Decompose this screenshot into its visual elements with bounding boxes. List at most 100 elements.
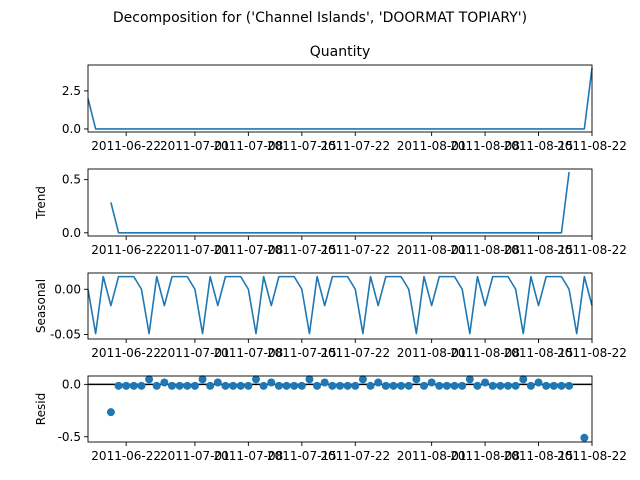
x-tick-label: 2011-08-08 (450, 346, 520, 360)
resid-point (565, 381, 574, 390)
resid-point (213, 378, 222, 387)
x-tick-label: 2011-08-08 (450, 139, 520, 153)
resid-point (236, 381, 245, 390)
x-tick-label: 2011-08-01 (397, 346, 467, 360)
resid-point (366, 381, 375, 390)
axes-frame (87, 168, 593, 237)
panel-1: Quantity0.02.52011-06-222011-07-012011-0… (62, 44, 627, 153)
panel-title: Quantity (310, 44, 371, 60)
resid-point (343, 381, 352, 390)
x-tick-label: 2011-07-15 (267, 346, 337, 360)
resid-point (557, 381, 566, 390)
resid-point (458, 381, 467, 390)
x-tick-label: 2011-07-22 (320, 139, 390, 153)
x-tick-label: 2011-08-15 (504, 243, 574, 257)
x-tick-label: 2011-06-22 (91, 139, 161, 153)
x-tick-label: 2011-07-22 (320, 449, 390, 463)
x-tick-label: 2011-07-08 (213, 346, 283, 360)
resid-point (168, 381, 176, 390)
x-tick-label: 2011-07-08 (213, 139, 283, 153)
resid-point (496, 381, 505, 390)
x-tick-label: 2011-08-01 (397, 449, 467, 463)
resid-point (580, 433, 589, 442)
y-tick-label: -0.5 (58, 430, 81, 444)
resid-point (244, 381, 253, 390)
resid-point (389, 381, 398, 390)
resid-point (221, 381, 230, 390)
resid-point (473, 381, 482, 390)
panel-2: Trend 0.0 0.5 2011-06-222011-07-012011-07-0… (34, 168, 627, 257)
resid-point (122, 381, 131, 390)
resid-point (206, 381, 215, 390)
resid-point (313, 381, 322, 390)
axes-frame (87, 64, 593, 133)
resid-point (282, 381, 291, 390)
resid-point (114, 381, 123, 390)
x-tick-label: 2011-06-22 (91, 449, 161, 463)
x-tick-label: 2011-07-22 (320, 243, 390, 257)
resid-point (267, 378, 276, 387)
x-tick-label: 2011-07-01 (160, 243, 230, 257)
resid-point (358, 375, 367, 384)
resid-point (183, 381, 192, 390)
y-axis-label: Resid (34, 393, 48, 425)
resid-point (435, 381, 444, 390)
resid-point (198, 375, 207, 384)
resid-point (504, 381, 512, 390)
resid-point (274, 381, 283, 390)
x-tick-label: 2011-08-22 (557, 243, 627, 257)
resid-point (252, 375, 260, 384)
x-tick-label: 2011-08-15 (504, 139, 574, 153)
resid-point (152, 381, 161, 390)
x-tick-label: 2011-07-08 (213, 243, 283, 257)
resid-point (297, 381, 306, 390)
y-tick-label: -0.05 (50, 327, 81, 341)
resid-point (412, 375, 421, 384)
figure-title: Decomposition for ('Channel Islands', 'D… (113, 10, 527, 26)
resid-point (519, 375, 528, 384)
resid-point (381, 381, 390, 390)
resid-point (397, 381, 406, 390)
resid-point (106, 408, 115, 417)
resid-point (427, 378, 436, 387)
series-line (87, 275, 593, 335)
y-tick-label: 0.00 (54, 282, 81, 296)
resid-point (465, 375, 474, 384)
resid-point (420, 381, 428, 390)
series-line (110, 171, 570, 234)
y-tick-label: 0.0 (62, 122, 81, 136)
resid-point (404, 381, 413, 390)
x-tick-label: 2011-08-22 (557, 449, 627, 463)
resid-point (328, 381, 337, 390)
panel-3: Seasonal-0.050.002011-06-222011-07-01201… (34, 272, 627, 360)
x-tick-label: 2011-07-15 (267, 449, 337, 463)
x-tick-label: 2011-07-08 (213, 449, 283, 463)
x-tick-label: 2011-06-22 (91, 346, 161, 360)
resid-point (511, 381, 520, 390)
x-tick-label: 2011-08-22 (557, 139, 627, 153)
resid-point (229, 381, 238, 390)
x-tick-label: 2011-08-15 (504, 346, 574, 360)
resid-point (336, 381, 344, 390)
resid-point (450, 381, 459, 390)
resid-point (137, 381, 146, 390)
x-tick-label: 2011-08-01 (397, 139, 467, 153)
resid-point (488, 381, 497, 390)
x-tick-label: 2011-07-01 (160, 139, 230, 153)
x-tick-label: 2011-08-01 (397, 243, 467, 257)
resid-point (549, 381, 558, 390)
axes-frame (87, 272, 593, 340)
resid-point (145, 375, 154, 384)
x-tick-label: 2011-08-15 (504, 449, 574, 463)
resid-point (481, 378, 490, 387)
x-tick-label: 2011-08-08 (450, 243, 520, 257)
axes-frame (87, 375, 593, 443)
x-tick-label: 2011-07-15 (267, 139, 337, 153)
resid-point (320, 378, 329, 387)
x-tick-label: 2011-07-01 (160, 346, 230, 360)
resid-point (374, 378, 383, 387)
x-tick-label: 2011-07-15 (267, 243, 337, 257)
series-line (87, 67, 593, 130)
y-tick-label: 0.0 (62, 377, 81, 391)
y-tick-label: 2.5 (62, 84, 81, 98)
